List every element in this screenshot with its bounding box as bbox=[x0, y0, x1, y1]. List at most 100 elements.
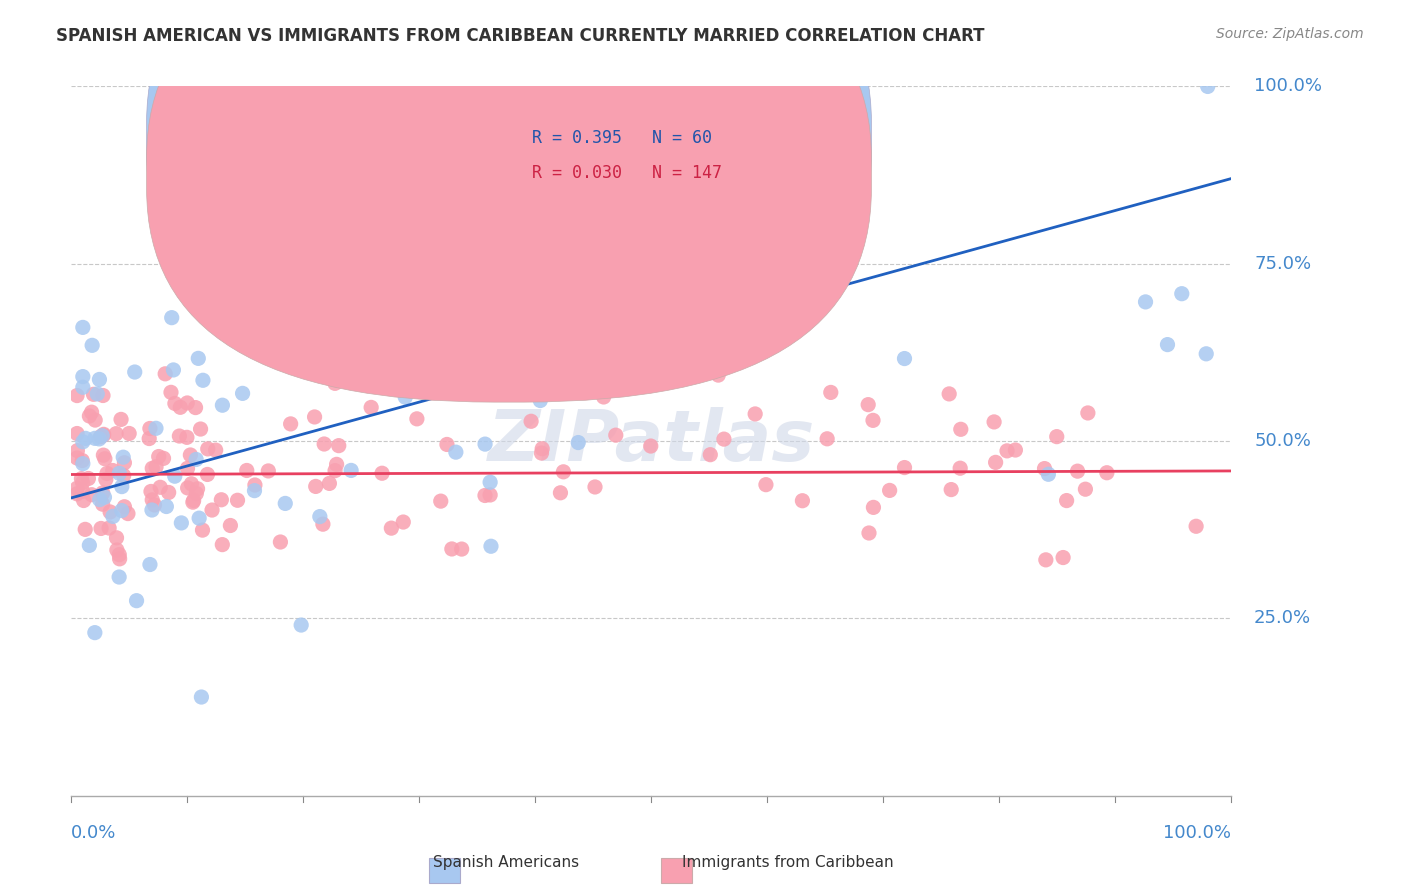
Point bbox=[941, 483, 963, 497]
Point bbox=[91, 497, 114, 511]
Point bbox=[530, 446, 553, 460]
Point bbox=[1004, 443, 1026, 458]
Point bbox=[1046, 430, 1069, 444]
Point bbox=[1171, 286, 1194, 301]
Point bbox=[155, 500, 177, 514]
Point bbox=[201, 503, 224, 517]
Point bbox=[236, 463, 259, 477]
Point bbox=[66, 450, 89, 465]
Point bbox=[713, 432, 735, 446]
Point bbox=[112, 450, 135, 465]
Point bbox=[93, 428, 115, 442]
Point bbox=[72, 369, 94, 384]
Point bbox=[257, 464, 280, 478]
Point bbox=[190, 690, 212, 704]
Point bbox=[862, 413, 884, 427]
Point bbox=[108, 551, 131, 566]
Point bbox=[160, 385, 183, 400]
Point bbox=[305, 479, 328, 493]
Point bbox=[139, 421, 162, 435]
Point bbox=[949, 461, 972, 475]
Text: Source: ZipAtlas.com: Source: ZipAtlas.com bbox=[1216, 27, 1364, 41]
Point bbox=[204, 443, 226, 458]
Point bbox=[66, 487, 89, 501]
Point bbox=[79, 538, 101, 552]
Point bbox=[520, 414, 543, 428]
Point bbox=[392, 515, 415, 529]
Point bbox=[755, 477, 778, 491]
Point bbox=[101, 509, 124, 524]
Point bbox=[1195, 347, 1218, 361]
Point bbox=[80, 405, 103, 419]
FancyBboxPatch shape bbox=[146, 0, 872, 367]
Point bbox=[699, 448, 721, 462]
Point bbox=[318, 476, 340, 491]
Point bbox=[89, 372, 111, 386]
Point bbox=[181, 495, 204, 509]
Point bbox=[184, 401, 207, 415]
Point bbox=[323, 464, 346, 478]
Point bbox=[157, 485, 180, 500]
Point bbox=[1038, 467, 1060, 482]
Point bbox=[94, 451, 117, 466]
Point bbox=[66, 388, 89, 402]
Point bbox=[160, 310, 183, 325]
Point bbox=[221, 308, 243, 322]
Point bbox=[176, 461, 198, 475]
Point bbox=[323, 376, 346, 391]
Point bbox=[84, 413, 107, 427]
Point bbox=[893, 351, 915, 366]
Point bbox=[112, 468, 135, 483]
Point bbox=[75, 431, 97, 445]
Point bbox=[815, 432, 838, 446]
Point bbox=[83, 431, 105, 445]
Text: 100.0%: 100.0% bbox=[1254, 78, 1322, 95]
Point bbox=[640, 439, 662, 453]
Point bbox=[139, 484, 162, 499]
Point bbox=[138, 432, 160, 446]
Point bbox=[191, 523, 214, 537]
Point bbox=[707, 368, 730, 383]
Point bbox=[360, 401, 382, 415]
Point bbox=[1056, 493, 1078, 508]
Point bbox=[550, 485, 572, 500]
FancyBboxPatch shape bbox=[146, 0, 872, 402]
Point bbox=[91, 486, 114, 500]
Point bbox=[995, 443, 1018, 458]
Text: 75.0%: 75.0% bbox=[1254, 255, 1312, 273]
Text: R = 0.030   N = 147: R = 0.030 N = 147 bbox=[531, 164, 721, 182]
Point bbox=[328, 439, 350, 453]
Point bbox=[93, 448, 115, 462]
Point bbox=[893, 460, 915, 475]
Point bbox=[93, 427, 115, 442]
Point bbox=[152, 451, 174, 466]
Point bbox=[108, 467, 131, 481]
Point bbox=[141, 461, 163, 475]
FancyBboxPatch shape bbox=[471, 101, 801, 203]
Point bbox=[1077, 406, 1099, 420]
Point bbox=[111, 503, 134, 517]
Point bbox=[89, 432, 111, 446]
Point bbox=[90, 430, 112, 444]
Point bbox=[105, 426, 128, 441]
Point bbox=[479, 488, 502, 502]
Point bbox=[82, 338, 104, 352]
Text: Immigrants from Caribbean: Immigrants from Caribbean bbox=[682, 855, 893, 870]
Point bbox=[531, 442, 554, 456]
Point bbox=[70, 453, 93, 467]
Point bbox=[308, 509, 330, 524]
Point bbox=[163, 469, 186, 483]
Point bbox=[1052, 550, 1074, 565]
Point bbox=[314, 437, 336, 451]
Point bbox=[474, 488, 496, 502]
Point bbox=[1185, 519, 1208, 533]
Point bbox=[290, 618, 312, 632]
Point bbox=[80, 488, 103, 502]
Point bbox=[938, 387, 960, 401]
Point bbox=[188, 511, 211, 525]
Point bbox=[553, 465, 575, 479]
Point bbox=[72, 320, 94, 334]
Point bbox=[243, 483, 266, 498]
Point bbox=[98, 521, 121, 535]
Point bbox=[176, 430, 198, 444]
